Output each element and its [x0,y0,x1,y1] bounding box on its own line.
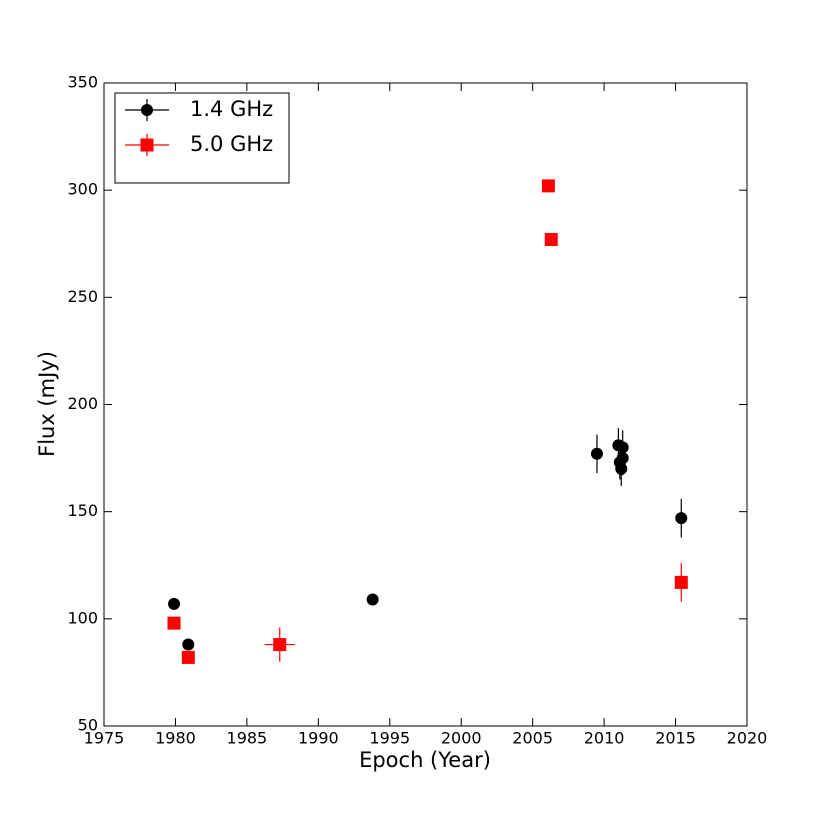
data-point [366,593,379,606]
legend-marker [141,104,153,116]
x-tick-label: 2010 [584,729,625,748]
plot-frame [103,82,748,727]
data-point [181,650,195,664]
data-point [674,575,688,589]
x-tick-label: 1980 [155,729,196,748]
x-tick-label: 2005 [512,729,553,748]
x-tick-label: 1990 [298,729,339,748]
data-point [167,616,181,630]
y-tick-label: 50 [78,716,98,735]
y-tick-label: 200 [67,394,98,413]
y-tick-label: 100 [67,608,98,627]
data-point [615,462,628,475]
x-tick-label: 1985 [227,729,268,748]
data-point [168,597,181,610]
legend-label: 1.4 GHz [190,97,273,121]
data-point [273,638,287,652]
x-tick-label: 1995 [369,729,410,748]
x-tick-label: 2000 [441,729,482,748]
y-axis-label: Flux (mJy) [35,351,59,457]
y-tick-label: 150 [67,501,98,520]
x-tick-label: 2020 [727,729,768,748]
y-tick-label: 350 [67,73,98,92]
x-tick-label: 2015 [655,729,696,748]
data-point [182,638,195,651]
y-tick-label: 250 [67,287,98,306]
x-tick-label: 1975 [84,729,125,748]
legend-label: 5.0 GHz [190,132,273,156]
legend-marker [140,138,154,152]
data-point [675,512,688,525]
data-point [590,447,603,460]
data-point [541,179,555,193]
data-point [616,452,629,465]
x-axis-label: Epoch (Year) [359,748,491,772]
y-tick-label: 300 [67,180,98,199]
data-point [544,232,558,246]
